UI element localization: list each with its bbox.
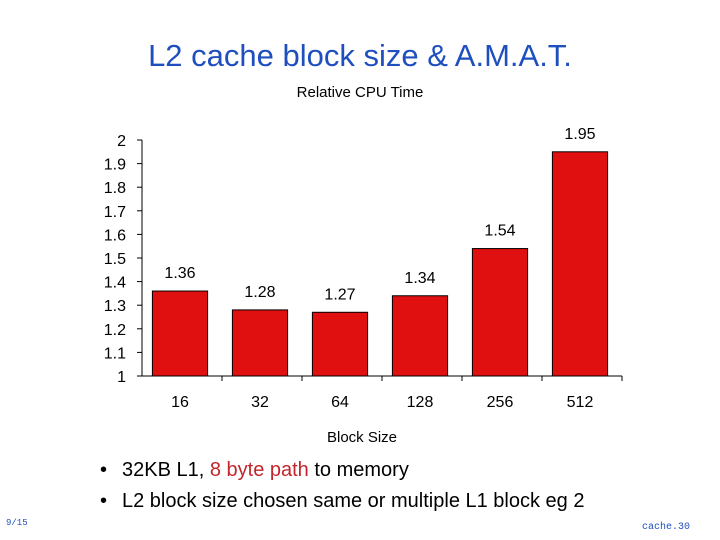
data-label: 1.28 <box>244 284 275 301</box>
data-label: 1.27 <box>324 286 355 303</box>
y-tick-label: 1.2 <box>104 322 126 339</box>
data-label: 1.36 <box>164 265 195 282</box>
bar-16 <box>151 290 209 377</box>
bullet-list: • 32KB L1, 8 byte path to memory • L2 bloc… <box>100 455 584 517</box>
bullet-marker: • <box>100 490 108 512</box>
data-label: 1.95 <box>564 126 595 143</box>
bullet-text: L2 block size chosen same or multiple L1… <box>122 490 585 512</box>
footer-slide-id: cache.30 <box>641 522 690 533</box>
footer-page-date: 9/15 <box>6 518 28 528</box>
y-tick-label: 1 <box>117 369 126 386</box>
y-tick-label: 1.7 <box>104 204 126 221</box>
y-tick-label: 1.4 <box>104 275 126 292</box>
bar-32 <box>231 309 289 377</box>
y-tick-label: 1.3 <box>104 298 126 315</box>
y-tick-label: 1.5 <box>104 251 126 268</box>
x-tick-label: 512 <box>567 394 594 411</box>
x-tick-label: 64 <box>331 394 349 411</box>
y-tick-label: 1.6 <box>104 227 126 244</box>
bar-256 <box>471 248 529 377</box>
data-label: 1.54 <box>484 223 515 240</box>
bar-chart: Relative CPU Time 1 1.1 1.2 1.3 1.4 1.5 1.6 1.7… <box>104 84 623 446</box>
x-tick-label: 16 <box>171 394 189 411</box>
bullet-text-end: to memory <box>308 459 409 481</box>
y-tick-label: 1.9 <box>104 157 126 174</box>
bar-128 <box>391 295 449 377</box>
bullet-item: • L2 block size chosen same or multiple L… <box>100 486 584 517</box>
x-tick-label: 256 <box>487 394 514 411</box>
x-tick-label: 32 <box>251 394 269 411</box>
chart-title: Relative CPU Time <box>297 84 424 101</box>
bullet-item: • 32KB L1, 8 byte path to memory <box>100 455 584 486</box>
y-tick-label: 1.1 <box>104 345 126 362</box>
y-tick-label: 1.8 <box>104 180 126 197</box>
data-label: 1.34 <box>404 270 435 287</box>
slide-title: L2 cache block size & A.M.A.T. <box>148 38 572 73</box>
y-tick-label: 2 <box>117 133 126 150</box>
x-tick-label: 128 <box>407 394 434 411</box>
bullet-highlight: 8 byte path <box>209 459 309 481</box>
x-axis-label: Block Size <box>327 429 397 446</box>
bar-64 <box>311 311 369 377</box>
bullet-text: 32KB L1, <box>122 459 210 481</box>
bar-512 <box>551 151 609 377</box>
bullet-marker: • <box>100 459 108 481</box>
